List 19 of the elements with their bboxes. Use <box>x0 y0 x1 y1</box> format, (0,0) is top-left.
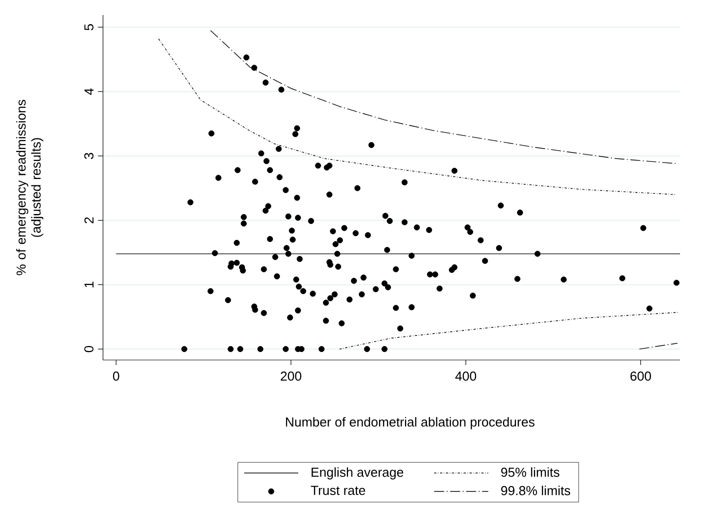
line-series <box>339 312 679 350</box>
legend-label: 95% limits <box>501 467 560 477</box>
line-series <box>210 30 678 164</box>
x-tick-label: 400 <box>455 372 476 381</box>
y-tick-label: 3 <box>84 152 94 160</box>
x-tick-label: 600 <box>630 372 651 381</box>
y-axis-title: % of emergency readmissions (adjusted results) <box>16 100 44 276</box>
y-tick-label: 0 <box>84 346 94 352</box>
y-tick-label: 2 <box>84 217 94 224</box>
x-axis-title: Number of endometrial ablation procedures <box>286 417 534 430</box>
line-series <box>158 38 676 195</box>
text: Trust rate <box>310 486 366 495</box>
x-tick-label: 0 <box>113 372 120 381</box>
x-tick-label: 200 <box>280 372 302 381</box>
legend-label: 99.8% limits <box>501 486 570 496</box>
y-tick-label: 1 <box>84 282 94 288</box>
legend-label: English average <box>312 467 404 480</box>
y-tick-label: 4 <box>84 88 94 95</box>
y-tick-label: 5 <box>84 24 94 30</box>
